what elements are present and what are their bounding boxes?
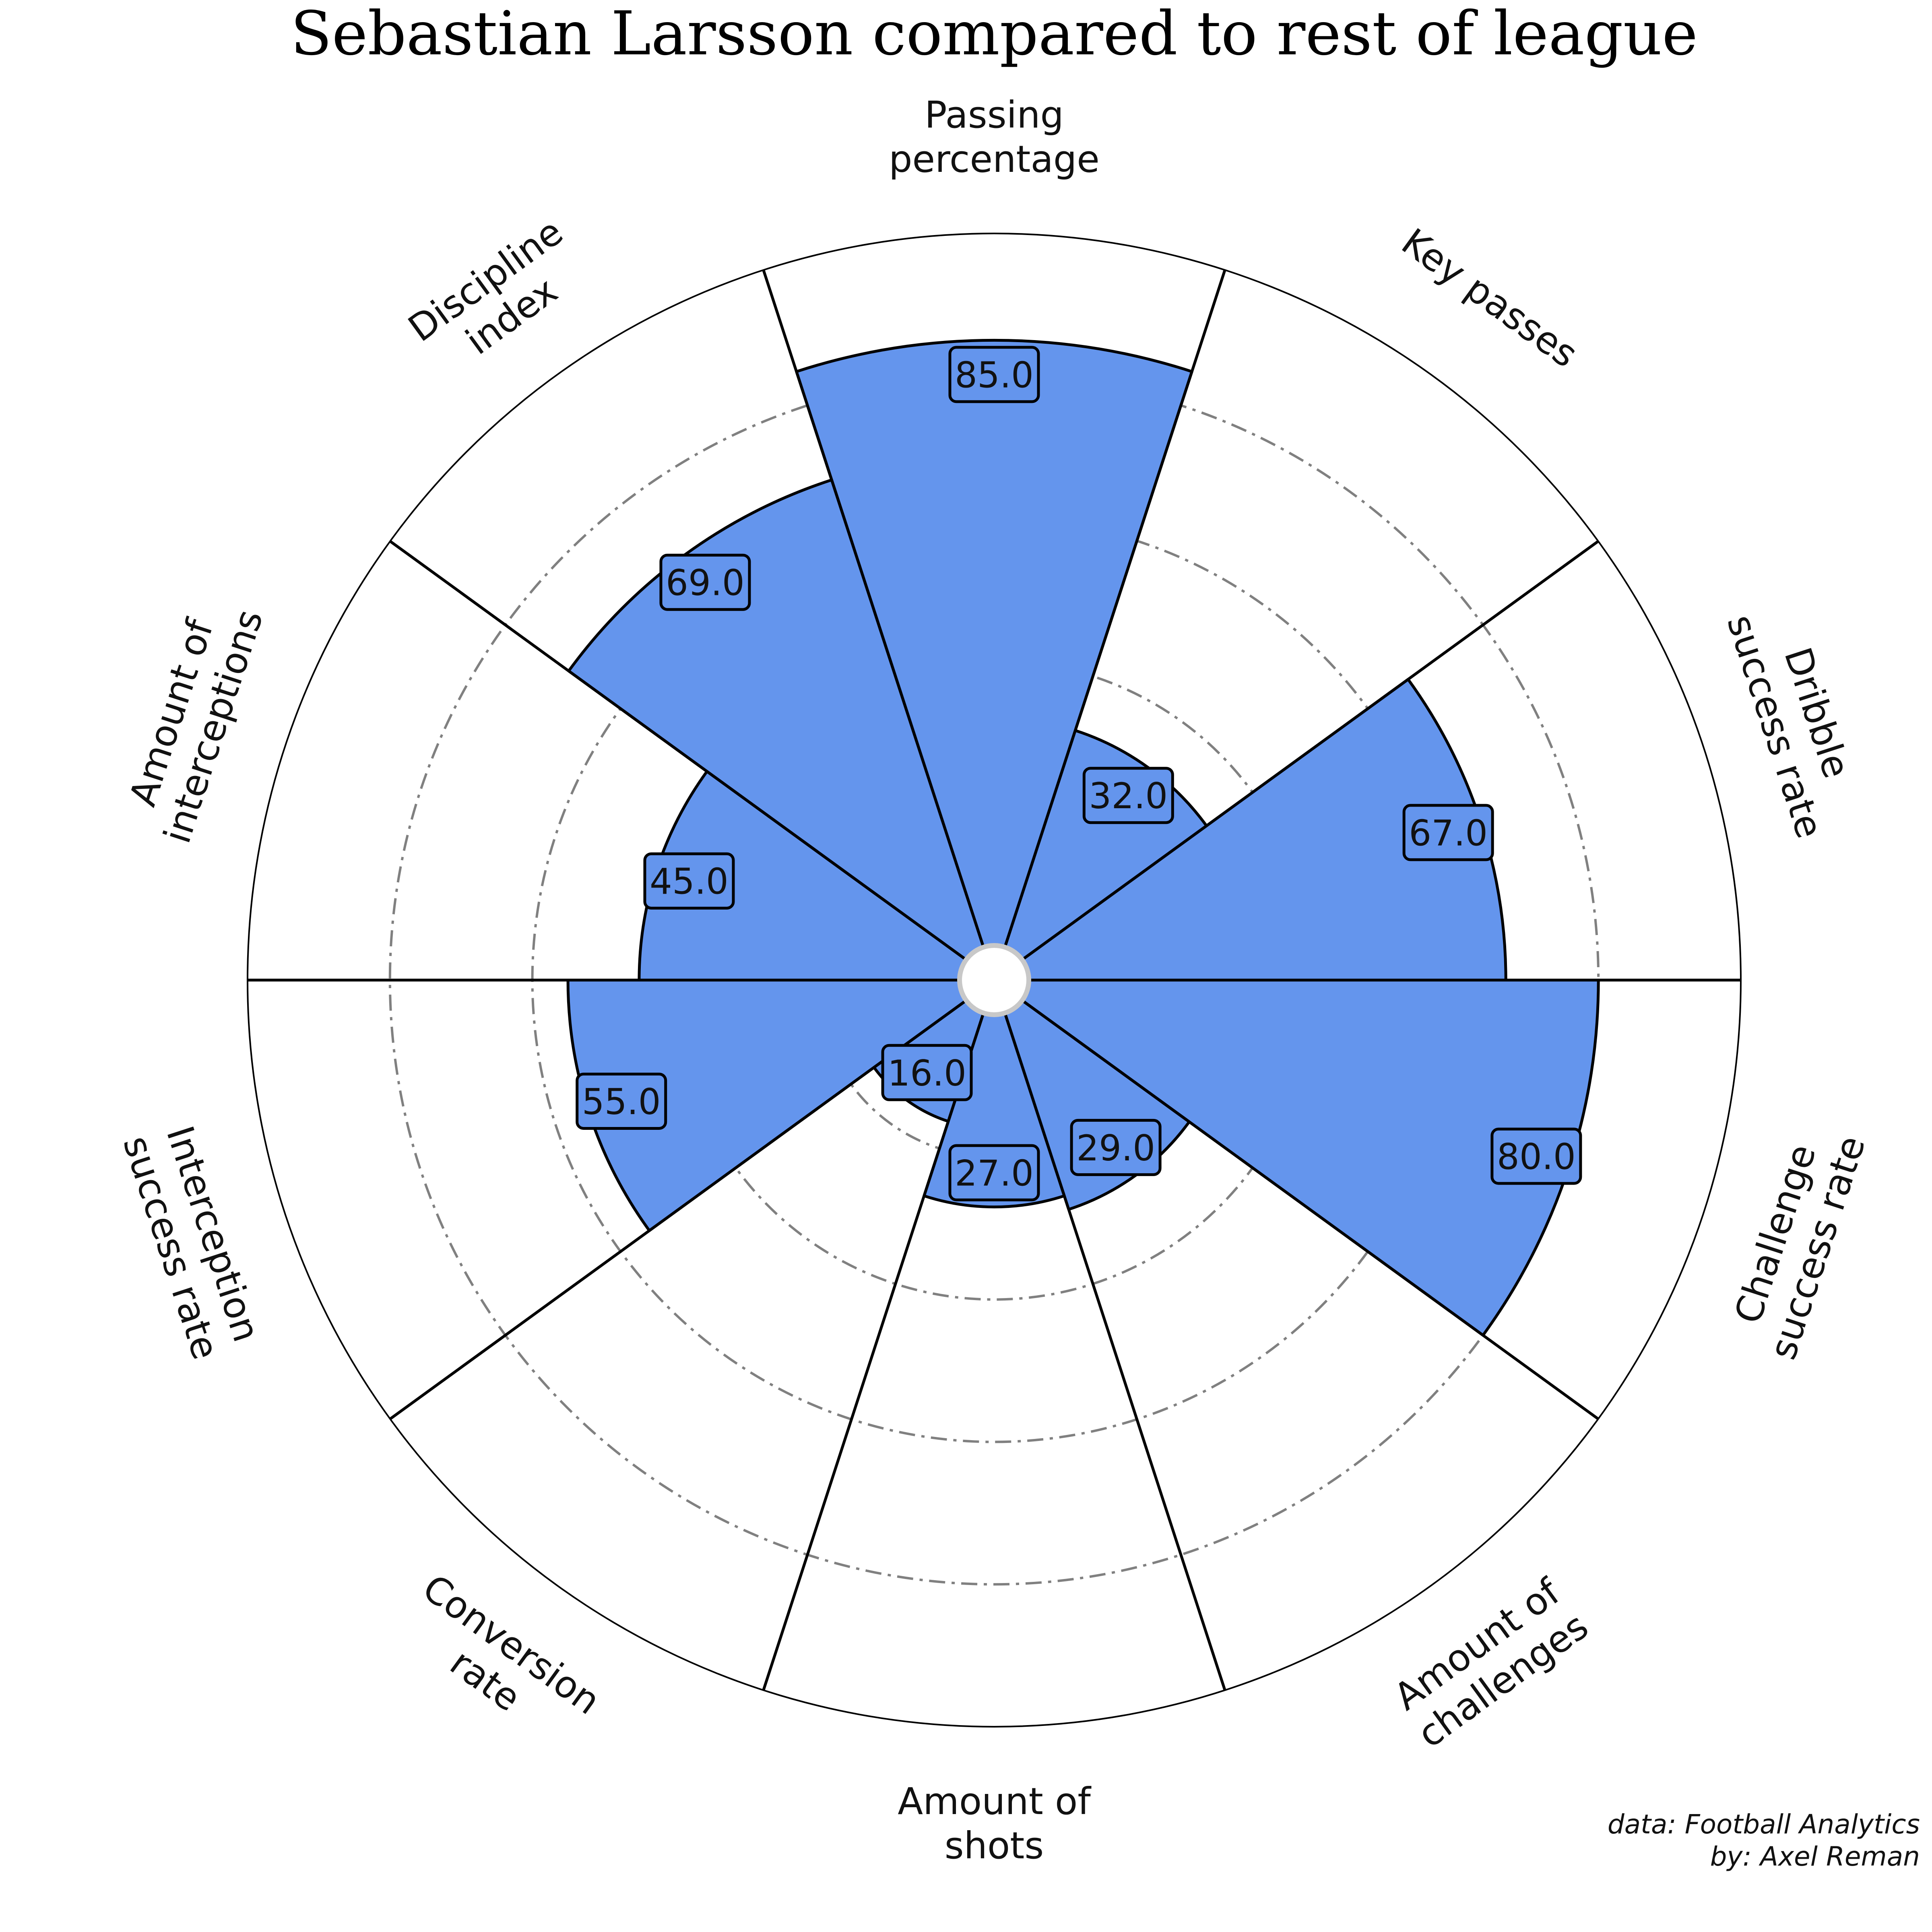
category-label-amount-of-interceptions: Amount ofinterceptions: [114, 591, 271, 848]
value-label-discipline-index: 69.0: [659, 553, 751, 611]
center-hole: [957, 943, 1031, 1017]
category-label-amount-of-shots: Amount of shots: [898, 1780, 1092, 1867]
value-label-box: [643, 852, 735, 910]
sector-divider: [389, 540, 995, 981]
sector-divider: [993, 979, 1226, 1691]
value-label-amount-of-interceptions: 45.0: [643, 852, 735, 910]
value-label-key-passes: 32.0: [1082, 767, 1174, 824]
sector-divider: [762, 269, 996, 981]
sector-divider: [993, 979, 1599, 1420]
value-label-challenge-success-rate: 80.0: [1490, 1127, 1582, 1185]
value-label-amount-of-challenges: 29.0: [1070, 1119, 1162, 1176]
value-label-text: 67.0: [1409, 812, 1488, 854]
value-label-text: 16.0: [888, 1053, 966, 1094]
sector-divider: [993, 540, 1599, 981]
value-label-dribble-success-rate: 67.0: [1402, 804, 1494, 861]
value-label-text: 69.0: [666, 562, 745, 604]
credit-author: by: Axel Reman: [1710, 1841, 1920, 1872]
chart-title: Sebastian Larsson compared to rest of le…: [291, 0, 1698, 69]
value-label-amount-of-shots: 27.0: [948, 1144, 1040, 1201]
value-label-text: 85.0: [955, 354, 1034, 396]
category-label-interception-success-rate: Interceptionsuccess rate: [115, 1117, 269, 1364]
value-label-box: [881, 1044, 973, 1101]
value-label-conversion-rate: 16.0: [881, 1044, 973, 1101]
value-label-box: [948, 1144, 1040, 1201]
value-label-box: [659, 553, 751, 611]
value-label-box: [1070, 1119, 1162, 1176]
category-label-discipline-index: Disciplineindex: [400, 210, 597, 386]
value-label-box: [1402, 804, 1494, 861]
bar-passing-percentage: [795, 339, 1193, 982]
value-label-text: 45.0: [650, 861, 729, 902]
category-label-key-passes: Key passes: [1394, 220, 1585, 376]
category-label-challenge-success-rate: Challengesuccess rate: [1719, 1117, 1874, 1364]
value-label-text: 27.0: [955, 1153, 1034, 1194]
credit-data-source: data: Football Analytics: [1608, 1809, 1920, 1840]
value-label-text: 55.0: [582, 1081, 661, 1123]
value-label-box: [1082, 767, 1174, 824]
value-label-text: 32.0: [1089, 775, 1168, 817]
value-label-text: 29.0: [1076, 1127, 1155, 1169]
value-label-interception-success-rate: 55.0: [576, 1072, 667, 1130]
category-label-passing-percentage: Passing percentage: [889, 93, 1100, 181]
category-label-dribble-success-rate: Dribblesuccess rate: [1719, 596, 1873, 843]
value-label-passing-percentage: 85.0: [948, 346, 1040, 403]
value-label-box: [1490, 1127, 1582, 1185]
sector-divider: [993, 269, 1226, 981]
value-label-text: 80.0: [1497, 1136, 1576, 1178]
value-label-box: [576, 1072, 667, 1130]
value-label-box: [948, 346, 1040, 403]
